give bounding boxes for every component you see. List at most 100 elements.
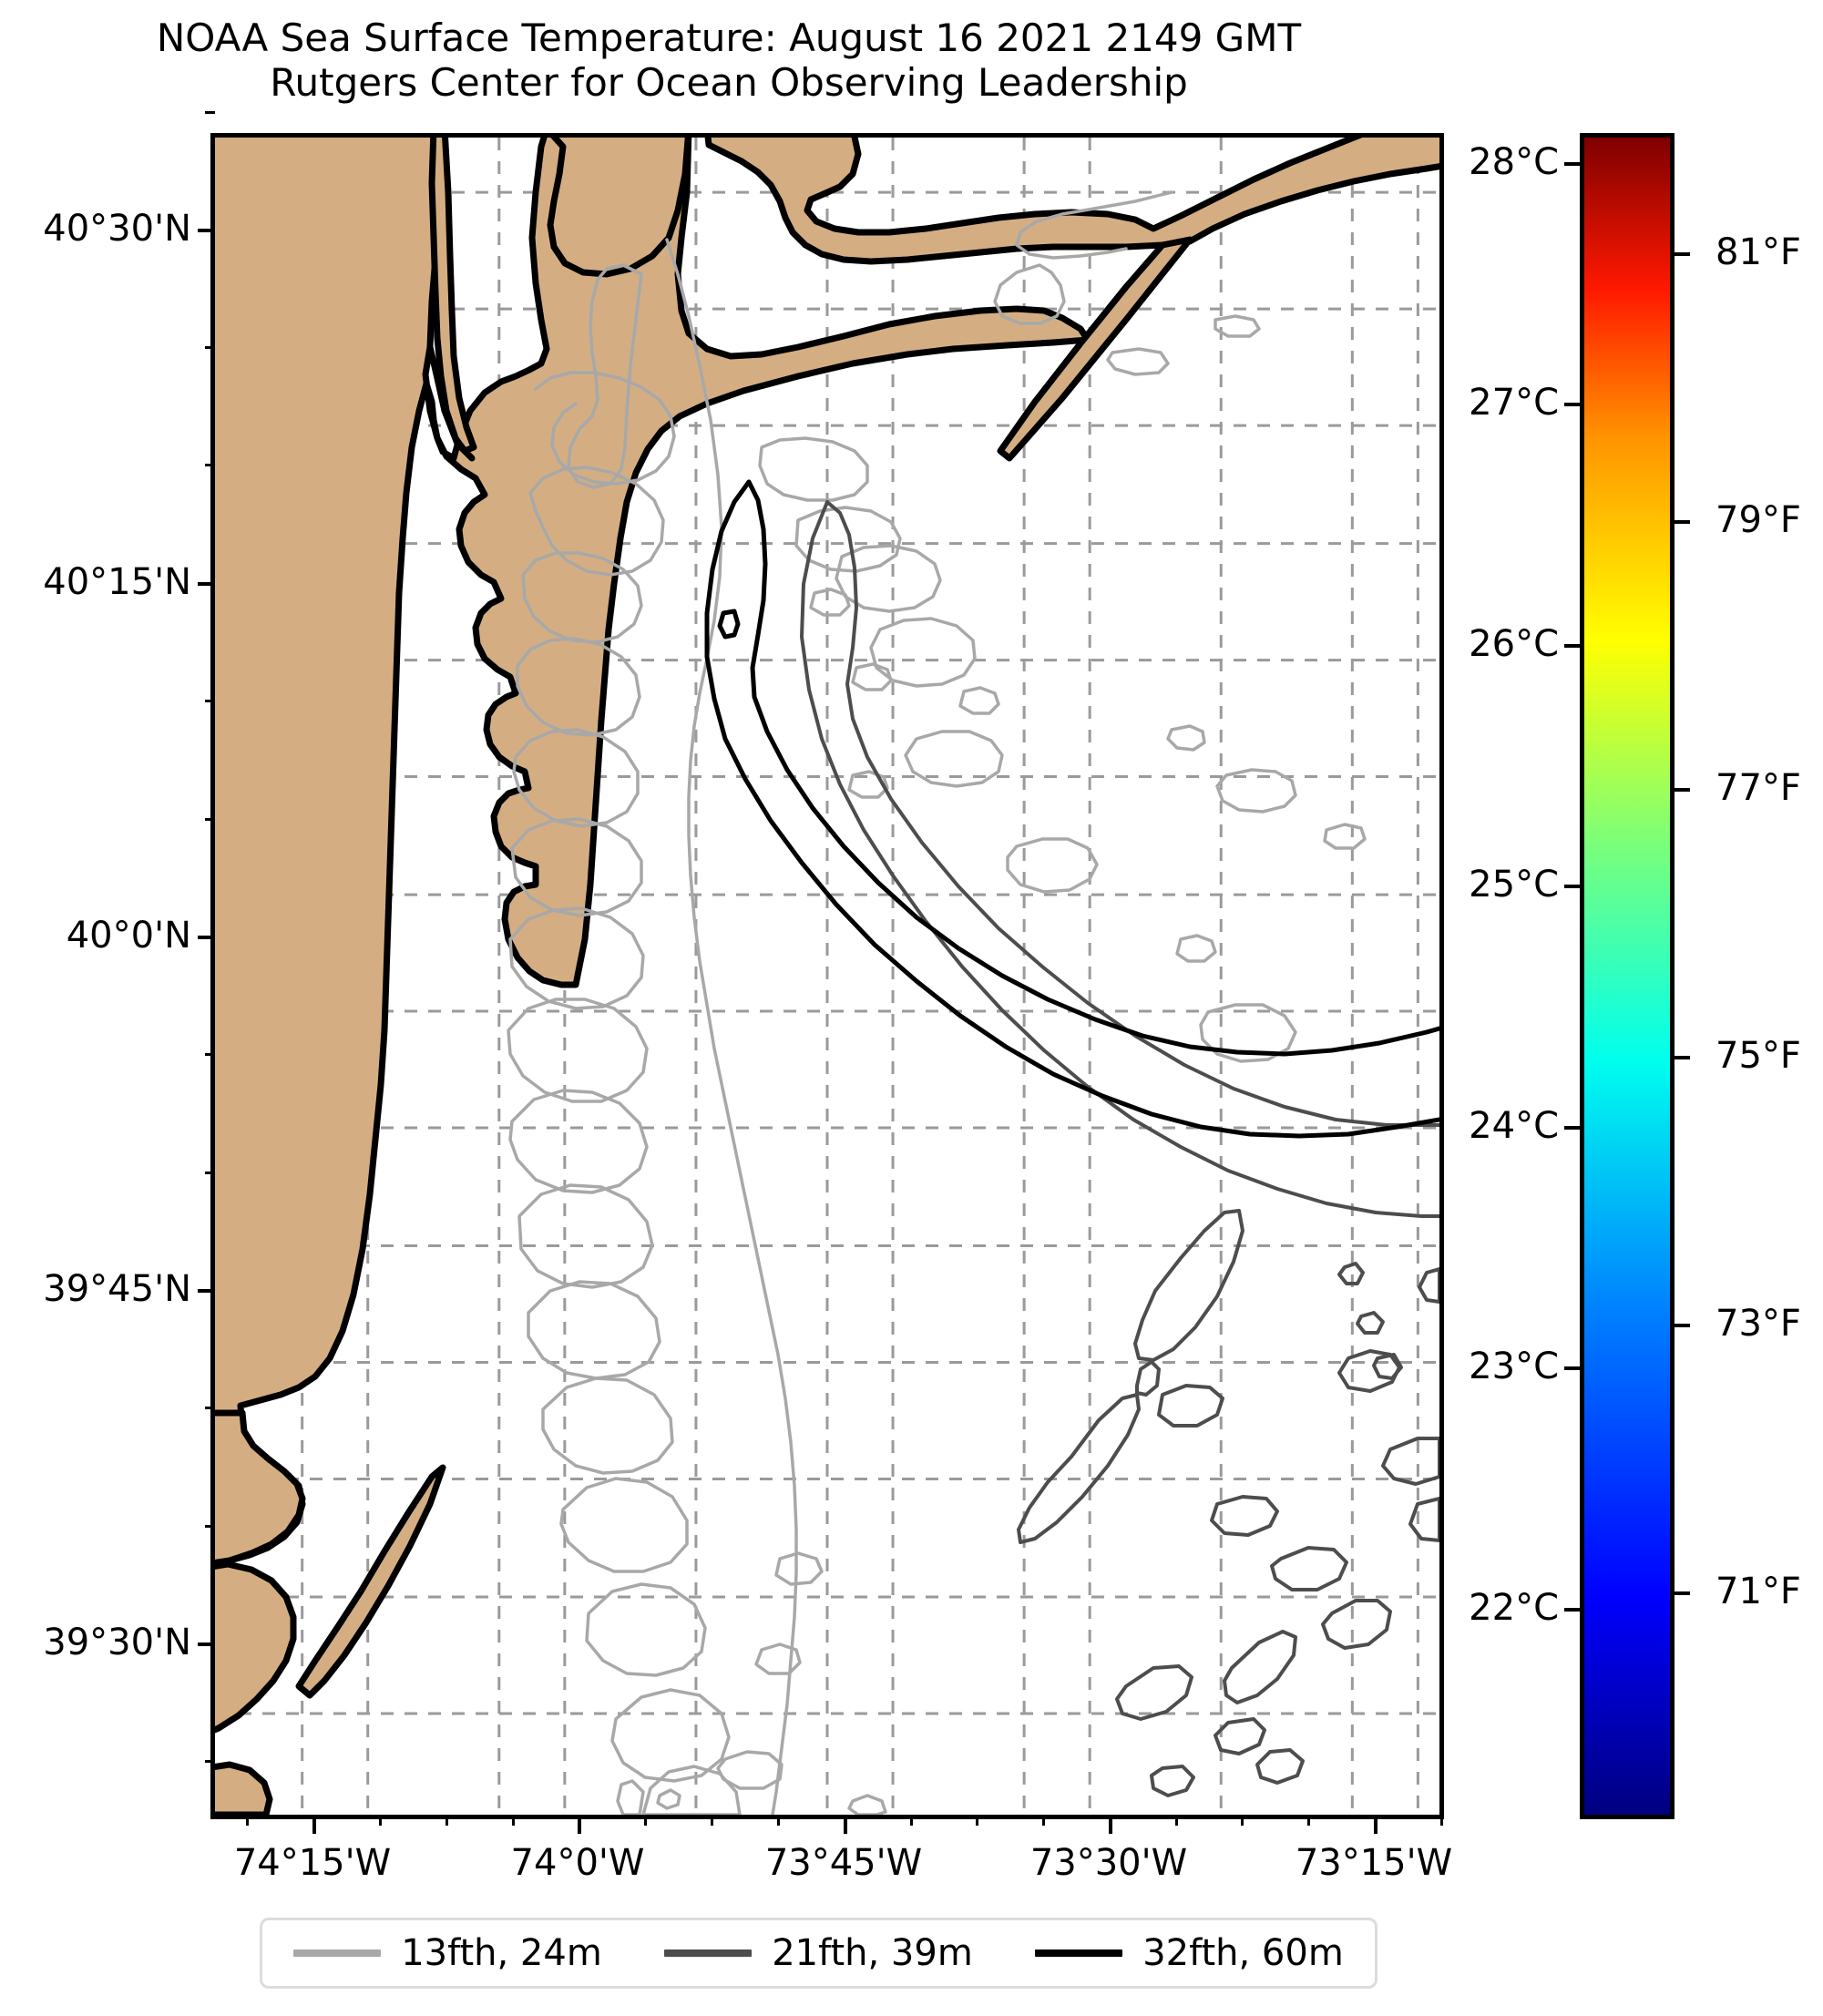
- y-axis-label-1: 40°15'N: [43, 561, 191, 603]
- x-tick-major: [578, 1815, 581, 1834]
- y-tick-major: [198, 229, 215, 232]
- x-axis-label-3: 73°30'W: [1029, 1842, 1188, 1884]
- colorbar-label-celsius-5: 23°C: [1469, 1346, 1559, 1387]
- y-tick-minor: [205, 700, 215, 702]
- colorbar-tick-celsius: [1564, 1366, 1584, 1370]
- colorbar-tick-fahrenheit: [1670, 1591, 1690, 1595]
- colorbar-label-fahrenheit-0: 81°F: [1715, 231, 1801, 273]
- coastline-overlay: [426, 343, 476, 462]
- land-bottom-cape: [215, 1761, 273, 1815]
- legend-label-60m: 32fth, 60m: [1142, 1932, 1344, 1974]
- colorbar-label-celsius-3: 25°C: [1469, 864, 1559, 906]
- colorbar-label-celsius-0: 28°C: [1469, 141, 1559, 183]
- map-canvas: [215, 138, 1439, 1815]
- colorbar-label-fahrenheit-1: 79°F: [1715, 499, 1801, 541]
- contour-60m: [704, 479, 1439, 1139]
- x-tick-major: [312, 1815, 316, 1834]
- colorbar-tick-fahrenheit: [1670, 1056, 1690, 1059]
- x-tick-minor: [1241, 1815, 1244, 1826]
- land-new-jersey: [215, 138, 1091, 1567]
- y-tick-minor: [205, 1053, 215, 1056]
- x-tick-major: [844, 1815, 847, 1834]
- y-tick-minor: [205, 818, 215, 821]
- x-axis-label-1: 74°0'W: [510, 1842, 645, 1884]
- x-tick-minor: [910, 1815, 913, 1826]
- legend-line-39m-icon: [664, 1949, 753, 1957]
- y-tick-major: [198, 1289, 215, 1293]
- y-tick-minor: [205, 1172, 215, 1174]
- colorbar-tick-fahrenheit: [1670, 252, 1690, 256]
- y-tick-minor: [205, 111, 215, 114]
- colorbar-label-fahrenheit-3: 75°F: [1715, 1035, 1801, 1077]
- colorbar-tick-celsius: [1564, 644, 1584, 648]
- title-line-1: NOAA Sea Surface Temperature: August 16 …: [156, 15, 1302, 60]
- colorbar-tick-celsius: [1564, 162, 1584, 166]
- page-title: NOAA Sea Surface Temperature: August 16 …: [0, 15, 1458, 105]
- y-axis-label-0: 40°30'N: [43, 208, 191, 250]
- land-rockaway-barrier: [997, 236, 1193, 462]
- legend-line-60m-icon: [1035, 1949, 1123, 1957]
- contour-39m: [800, 500, 1439, 1797]
- colorbar-tick-celsius: [1564, 1608, 1584, 1612]
- x-tick-minor: [512, 1815, 515, 1826]
- y-tick-major: [198, 936, 215, 939]
- y-tick-minor: [205, 464, 215, 466]
- legend-label-39m: 21fth, 39m: [772, 1932, 973, 1974]
- y-axis-label-2: 40°0'N: [66, 915, 191, 957]
- colorbar-label-fahrenheit-2: 77°F: [1715, 767, 1801, 809]
- x-axis-label-0: 74°15'W: [233, 1842, 392, 1884]
- legend-line-24m-icon: [293, 1949, 382, 1957]
- title-line-2: Rutgers Center for Ocean Observing Leade…: [270, 59, 1188, 105]
- colorbar-tick-celsius: [1564, 885, 1584, 888]
- y-tick-minor: [205, 1760, 215, 1763]
- colorbar-label-celsius-1: 27°C: [1469, 382, 1559, 424]
- x-tick-major: [1374, 1815, 1377, 1834]
- landmass-layer: [215, 138, 1439, 1815]
- colorbar-tick-celsius: [1564, 1126, 1584, 1130]
- x-axis-label-2: 73°45'W: [764, 1842, 923, 1884]
- x-tick-minor: [379, 1815, 382, 1826]
- colorbar-label-celsius-2: 26°C: [1469, 623, 1559, 665]
- temperature-colorbar[interactable]: 28°C 27°C 26°C 25°C 24°C 23°C 22°C 81°F …: [1469, 133, 1801, 1819]
- x-tick-minor: [246, 1815, 249, 1826]
- x-axis-label-4: 73°15'W: [1295, 1842, 1453, 1884]
- colorbar-tick-fahrenheit: [1670, 1324, 1690, 1327]
- y-tick-major: [198, 582, 215, 586]
- x-tick-minor: [644, 1815, 647, 1826]
- colorbar-tick-fahrenheit: [1670, 788, 1690, 792]
- x-tick-minor: [1175, 1815, 1178, 1826]
- map-plot-area[interactable]: 40°30'N 40°15'N 40°0'N 39°45'N 39°30'N 7…: [43, 111, 1452, 1884]
- colorbar-tick-fahrenheit: [1670, 520, 1690, 524]
- colorbar-tick-celsius: [1564, 403, 1584, 406]
- land-bottom-coastal-lobe: [215, 1561, 297, 1734]
- y-axis-label-4: 39°30'N: [43, 1622, 191, 1663]
- bathymetry-legend: 13fth, 24m 21fth, 39m 32fth, 60m: [260, 1918, 1377, 1989]
- land-staten-island: [547, 138, 691, 278]
- x-tick-major: [1109, 1815, 1112, 1834]
- y-tick-minor: [205, 1525, 215, 1528]
- y-tick-minor: [205, 1407, 215, 1409]
- y-tick-major: [198, 1642, 215, 1646]
- map-svg: [215, 138, 1439, 1815]
- x-tick-minor: [1307, 1815, 1310, 1826]
- colorbar-label-fahrenheit-4: 73°F: [1715, 1303, 1801, 1345]
- legend-item-24m[interactable]: 13fth, 24m: [293, 1932, 602, 1974]
- y-tick-minor: [205, 346, 215, 349]
- colorbar-label-fahrenheit-5: 71°F: [1715, 1571, 1801, 1612]
- land-long-island: [704, 138, 1439, 265]
- legend-item-60m[interactable]: 32fth, 60m: [1035, 1932, 1344, 1974]
- x-tick-minor: [446, 1815, 448, 1826]
- legend-item-39m[interactable]: 21fth, 39m: [664, 1932, 973, 1974]
- land-southern-mainland: [215, 1409, 306, 1567]
- legend-label-24m: 13fth, 24m: [401, 1932, 602, 1974]
- contour-24m: [507, 190, 1367, 1815]
- colorbar-label-celsius-6: 22°C: [1469, 1587, 1559, 1629]
- y-axis-label-3: 39°45'N: [43, 1268, 191, 1310]
- x-tick-minor: [1440, 1815, 1443, 1826]
- x-tick-minor: [1042, 1815, 1045, 1826]
- x-tick-minor: [976, 1815, 978, 1826]
- x-tick-minor: [711, 1815, 713, 1826]
- x-tick-minor: [777, 1815, 780, 1826]
- land-sandy-hook: [428, 138, 477, 455]
- colorbar-label-celsius-4: 24°C: [1469, 1105, 1559, 1147]
